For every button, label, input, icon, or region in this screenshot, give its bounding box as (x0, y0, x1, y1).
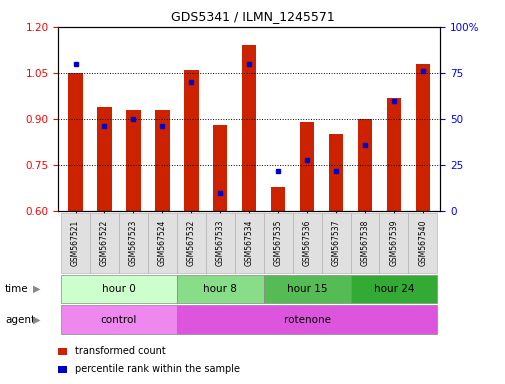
Text: GSM567540: GSM567540 (418, 220, 427, 266)
Bar (97, 107, 112, 211)
Bar (126, 110, 140, 211)
Bar (241, 45, 256, 211)
Bar (299, 122, 314, 211)
Text: hour 15: hour 15 (286, 284, 327, 294)
Bar (184, 70, 198, 211)
Text: hour 24: hour 24 (373, 284, 414, 294)
Text: ▶: ▶ (33, 284, 40, 294)
Text: rotenone: rotenone (283, 314, 330, 325)
Text: GSM567533: GSM567533 (215, 220, 224, 266)
Text: GSM567536: GSM567536 (302, 220, 311, 266)
Text: GSM567521: GSM567521 (71, 220, 80, 266)
Text: GSM567535: GSM567535 (273, 220, 282, 266)
Bar (328, 134, 342, 211)
Text: percentile rank within the sample: percentile rank within the sample (75, 364, 239, 374)
Text: GSM567538: GSM567538 (360, 220, 369, 266)
Text: ▶: ▶ (33, 314, 40, 325)
Text: control: control (100, 314, 137, 325)
Bar (68, 73, 83, 211)
Bar (357, 119, 372, 211)
Text: GSM567524: GSM567524 (158, 220, 167, 266)
Text: GSM567532: GSM567532 (186, 220, 195, 266)
Text: GSM567534: GSM567534 (244, 220, 253, 266)
Text: GDS5341 / ILMN_1245571: GDS5341 / ILMN_1245571 (171, 10, 334, 23)
Text: transformed count: transformed count (75, 346, 165, 356)
Text: GSM567537: GSM567537 (331, 220, 340, 266)
Text: GSM567539: GSM567539 (389, 220, 397, 266)
Text: GSM567522: GSM567522 (100, 220, 109, 266)
Bar (155, 110, 169, 211)
Text: hour 0: hour 0 (102, 284, 135, 294)
Text: GSM567523: GSM567523 (129, 220, 138, 266)
Bar (270, 187, 285, 211)
Text: hour 8: hour 8 (203, 284, 237, 294)
Bar (415, 64, 429, 211)
Bar (213, 125, 227, 211)
Text: agent: agent (5, 314, 35, 325)
Bar (386, 98, 400, 211)
Text: time: time (5, 284, 29, 294)
